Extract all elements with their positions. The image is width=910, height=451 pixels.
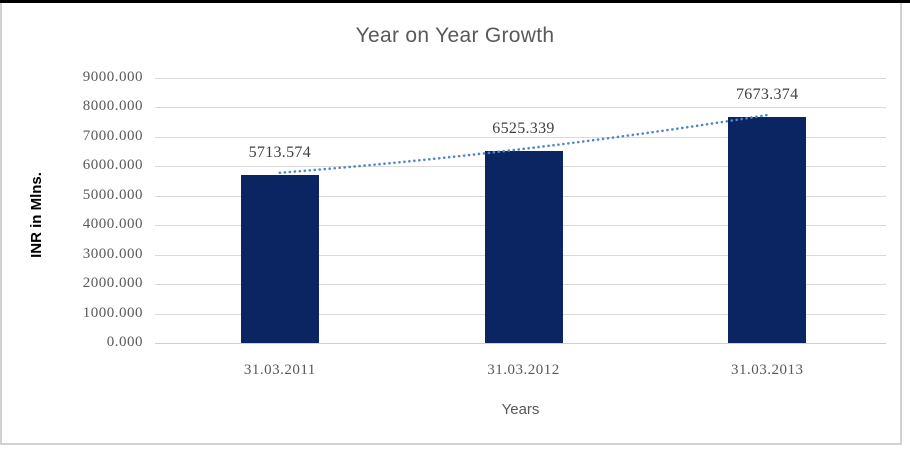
x-tick-label: 31.03.2013 bbox=[730, 362, 804, 378]
x-axis-line bbox=[155, 343, 886, 344]
y-tick-label: 7000.000 bbox=[82, 128, 143, 144]
y-tick-label: 0.000 bbox=[106, 334, 143, 350]
y-tick-label: 1000.000 bbox=[82, 305, 143, 321]
panel-top-border bbox=[0, 0, 910, 3]
y-tick-label: 3000.000 bbox=[82, 246, 143, 262]
gridline bbox=[155, 78, 886, 79]
bar-31.03.2012 bbox=[484, 150, 563, 343]
x-axis-title: Years bbox=[501, 401, 540, 418]
y-tick-label: 4000.000 bbox=[82, 216, 143, 232]
y-tick-label: 8000.000 bbox=[82, 98, 143, 114]
y-tick-label: 5000.000 bbox=[82, 187, 143, 203]
bar-31.03.2011 bbox=[240, 174, 319, 343]
panel-bottom-border bbox=[0, 443, 902, 445]
gridline bbox=[155, 107, 886, 108]
data-label: 7673.374 bbox=[735, 86, 799, 104]
bar-31.03.2013 bbox=[728, 117, 807, 343]
panel-right-border bbox=[900, 3, 902, 445]
x-tick-label: 31.03.2012 bbox=[487, 362, 560, 378]
x-tick-label: 31.03.2011 bbox=[243, 362, 316, 378]
chart-title: Year on Year Growth bbox=[355, 24, 555, 47]
y-tick-label: 6000.000 bbox=[82, 157, 143, 173]
data-label: 6525.339 bbox=[492, 119, 555, 137]
y-tick-label: 9000.000 bbox=[82, 69, 143, 85]
panel-left-border bbox=[0, 3, 2, 445]
y-tick-label: 2000.000 bbox=[82, 275, 143, 291]
data-label: 5713.574 bbox=[248, 143, 311, 161]
